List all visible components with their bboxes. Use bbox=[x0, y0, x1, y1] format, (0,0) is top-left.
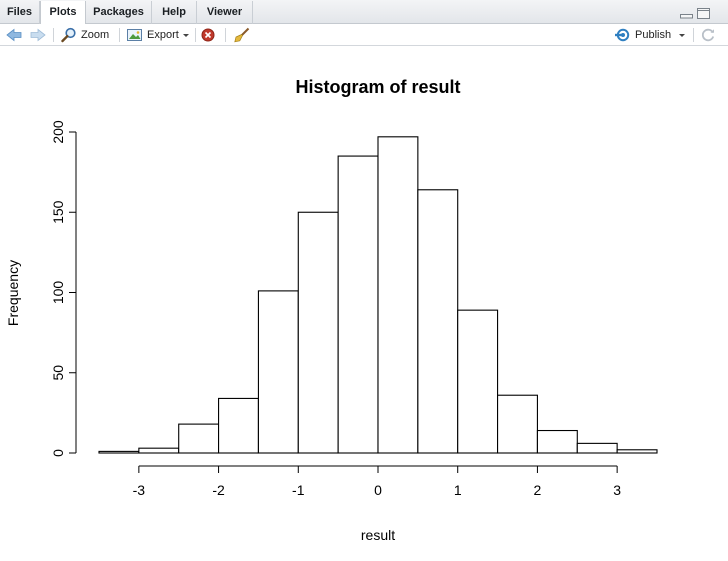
y-tick-label: 100 bbox=[50, 281, 66, 305]
toolbar-divider bbox=[693, 28, 694, 42]
histogram-bar bbox=[536, 429, 578, 454]
image-export-icon bbox=[127, 29, 142, 42]
tab-files[interactable]: Files bbox=[0, 1, 40, 24]
x-tick-label: 3 bbox=[613, 482, 621, 498]
broom-icon bbox=[234, 27, 250, 43]
tab-plots[interactable]: Plots bbox=[40, 1, 86, 25]
y-tick-label: 0 bbox=[50, 449, 66, 457]
y-tick-label: 150 bbox=[50, 200, 66, 224]
x-tick-label: 2 bbox=[534, 482, 542, 498]
minimize-pane-icon[interactable] bbox=[680, 8, 693, 19]
remove-plot-button[interactable] bbox=[201, 26, 215, 44]
x-tick-label: -2 bbox=[212, 482, 225, 498]
refresh-button[interactable] bbox=[700, 26, 716, 44]
y-tick-label: 200 bbox=[50, 120, 66, 144]
tab-help[interactable]: Help bbox=[152, 1, 197, 24]
toolbar-divider bbox=[119, 28, 120, 42]
y-axis-label: Frequency bbox=[5, 260, 21, 326]
histogram-bar bbox=[297, 211, 339, 454]
chevron-down-icon bbox=[679, 33, 686, 37]
tab-packages[interactable]: Packages bbox=[86, 1, 152, 24]
tab-label: Plots bbox=[49, 6, 77, 18]
x-axis: -3 -2 -1 0 1 2 3 bbox=[133, 465, 621, 498]
toolbar-divider bbox=[225, 28, 226, 42]
x-tick-label: 0 bbox=[374, 482, 382, 498]
publish-icon bbox=[615, 28, 630, 42]
chevron-down-icon bbox=[182, 33, 189, 37]
x-axis-label: result bbox=[361, 527, 395, 543]
histogram-bar bbox=[497, 394, 538, 454]
export-label: Export bbox=[147, 29, 179, 41]
histogram-bar bbox=[377, 136, 419, 454]
arrow-right-icon bbox=[30, 28, 46, 42]
export-button[interactable]: Export bbox=[127, 26, 189, 44]
zoom-label: Zoom bbox=[81, 29, 110, 41]
remove-plot-icon bbox=[201, 28, 215, 42]
magnifier-icon bbox=[61, 27, 76, 43]
maximize-pane-icon[interactable] bbox=[697, 8, 710, 19]
tab-label: Viewer bbox=[206, 6, 243, 18]
histogram-bar bbox=[457, 309, 499, 454]
forward-button[interactable] bbox=[30, 26, 46, 44]
histogram-plot: Histogram of result result Frequency -3-… bbox=[5, 77, 658, 543]
histogram-bar bbox=[257, 290, 299, 454]
zoom-button[interactable]: Zoom bbox=[61, 26, 109, 44]
x-tick-label: -1 bbox=[292, 482, 305, 498]
histogram-bar bbox=[178, 423, 220, 454]
publish-button[interactable]: Publish bbox=[615, 26, 686, 44]
clear-plots-button[interactable] bbox=[234, 26, 250, 44]
histogram-bar bbox=[138, 447, 180, 454]
tab-label: Packages bbox=[93, 6, 144, 18]
arrow-left-icon bbox=[6, 28, 22, 42]
y-axis: 0 50 100 150 200 bbox=[50, 120, 77, 457]
toolbar-divider bbox=[195, 28, 196, 42]
tab-label: Files bbox=[6, 6, 33, 18]
histogram-bar bbox=[218, 397, 259, 454]
histogram-bar bbox=[337, 155, 379, 454]
plots-toolbar: Zoom Export Publish bbox=[0, 24, 728, 46]
x-tick-label: 1 bbox=[454, 482, 462, 498]
tab-viewer[interactable]: Viewer bbox=[197, 1, 253, 24]
tab-label: Help bbox=[162, 6, 186, 18]
histogram-bars bbox=[98, 136, 658, 454]
back-button[interactable] bbox=[6, 26, 22, 44]
histogram-bar bbox=[98, 450, 140, 454]
chart-title: Histogram of result bbox=[295, 77, 460, 97]
y-tick-label: 50 bbox=[50, 365, 66, 381]
x-tick-label: -3 bbox=[133, 482, 146, 498]
publish-label: Publish bbox=[635, 29, 672, 41]
histogram-bar bbox=[576, 442, 618, 454]
histogram-bar bbox=[616, 449, 658, 454]
histogram-bar bbox=[417, 189, 459, 454]
toolbar-divider bbox=[53, 28, 54, 42]
refresh-icon bbox=[701, 28, 715, 42]
pane-tab-bar: Files Plots Packages Help Viewer bbox=[0, 0, 728, 25]
